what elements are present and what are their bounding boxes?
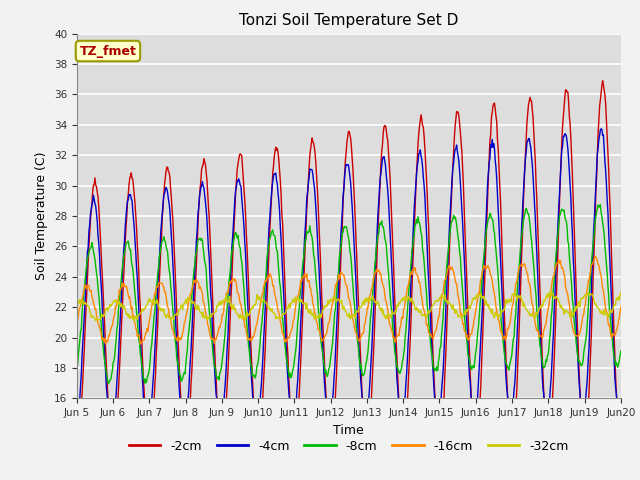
X-axis label: Time: Time [333, 424, 364, 437]
Y-axis label: Soil Temperature (C): Soil Temperature (C) [35, 152, 48, 280]
Text: TZ_fmet: TZ_fmet [79, 45, 136, 58]
Legend: -2cm, -4cm, -8cm, -16cm, -32cm: -2cm, -4cm, -8cm, -16cm, -32cm [124, 435, 573, 458]
Title: Tonzi Soil Temperature Set D: Tonzi Soil Temperature Set D [239, 13, 458, 28]
